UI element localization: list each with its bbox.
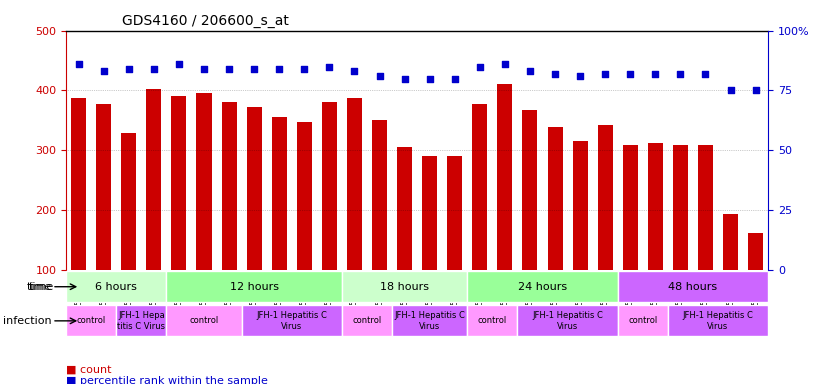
Text: JFH-1 Hepatitis C
Virus: JFH-1 Hepatitis C Virus	[682, 311, 753, 331]
Point	[498, 61, 511, 67]
Bar	[272, 118, 287, 270]
Bar	[522, 109, 538, 270]
FancyBboxPatch shape	[618, 271, 768, 302]
Point	[599, 71, 612, 77]
Bar	[397, 147, 412, 270]
Bar	[673, 146, 688, 270]
Point	[297, 66, 311, 72]
FancyBboxPatch shape	[342, 306, 392, 336]
Point	[524, 68, 537, 74]
Bar	[221, 103, 236, 270]
Point	[548, 71, 562, 77]
Point	[373, 73, 386, 79]
Text: control: control	[77, 316, 106, 325]
FancyBboxPatch shape	[166, 271, 342, 302]
Point	[273, 66, 286, 72]
Text: 6 hours: 6 hours	[95, 282, 137, 292]
Text: control: control	[189, 316, 219, 325]
Text: 48 hours: 48 hours	[668, 282, 718, 292]
FancyBboxPatch shape	[116, 306, 166, 336]
Bar	[698, 146, 713, 270]
Point	[573, 73, 586, 79]
Point	[724, 88, 737, 94]
Point	[97, 68, 111, 74]
Text: time: time	[28, 282, 54, 292]
Bar	[472, 104, 487, 270]
Text: JFH-1 Hepatitis C
Virus: JFH-1 Hepatitis C Virus	[532, 311, 603, 331]
Text: time: time	[26, 282, 52, 292]
Point	[648, 71, 662, 77]
Bar	[723, 214, 738, 270]
FancyBboxPatch shape	[66, 306, 116, 336]
FancyBboxPatch shape	[468, 306, 517, 336]
Bar	[548, 127, 563, 270]
Text: control: control	[353, 316, 382, 325]
Text: GDS4160 / 206600_s_at: GDS4160 / 206600_s_at	[122, 14, 289, 28]
Point	[624, 71, 637, 77]
Point	[72, 61, 85, 67]
Point	[449, 75, 462, 81]
Text: ■ percentile rank within the sample: ■ percentile rank within the sample	[66, 376, 268, 384]
Point	[248, 66, 261, 72]
Point	[423, 75, 436, 81]
Text: JFH-1 Hepatitis C
Virus: JFH-1 Hepatitis C Virus	[256, 311, 327, 331]
Bar	[247, 107, 262, 270]
Text: 12 hours: 12 hours	[230, 282, 278, 292]
Text: 18 hours: 18 hours	[380, 282, 429, 292]
Bar	[623, 146, 638, 270]
Bar	[96, 104, 112, 270]
FancyBboxPatch shape	[517, 306, 618, 336]
Text: infection: infection	[3, 316, 52, 326]
Bar	[297, 121, 312, 270]
FancyBboxPatch shape	[66, 271, 166, 302]
FancyBboxPatch shape	[166, 306, 242, 336]
Point	[473, 63, 487, 70]
Bar	[572, 141, 587, 270]
Bar	[172, 96, 187, 270]
Text: JFH-1 Hepa
titis C Virus: JFH-1 Hepa titis C Virus	[117, 311, 165, 331]
Bar	[71, 98, 86, 270]
Bar	[748, 233, 763, 270]
FancyBboxPatch shape	[618, 306, 668, 336]
Text: JFH-1 Hepatitis C
Virus: JFH-1 Hepatitis C Virus	[394, 311, 465, 331]
Point	[122, 66, 135, 72]
FancyBboxPatch shape	[392, 306, 468, 336]
Bar	[146, 89, 161, 270]
Text: control: control	[477, 316, 507, 325]
Point	[699, 71, 712, 77]
Point	[674, 71, 687, 77]
Bar	[322, 103, 337, 270]
Bar	[372, 120, 387, 270]
Bar	[347, 98, 362, 270]
FancyBboxPatch shape	[668, 306, 768, 336]
Point	[147, 66, 160, 72]
Bar	[648, 143, 663, 270]
FancyBboxPatch shape	[468, 271, 618, 302]
Point	[348, 68, 361, 74]
Text: ■ count: ■ count	[66, 364, 112, 374]
Bar	[422, 156, 437, 270]
Point	[749, 88, 762, 94]
FancyBboxPatch shape	[242, 306, 342, 336]
FancyBboxPatch shape	[342, 271, 468, 302]
Point	[398, 75, 411, 81]
Text: control: control	[629, 316, 657, 325]
Point	[323, 63, 336, 70]
Bar	[121, 134, 136, 270]
Bar	[497, 84, 512, 270]
Point	[222, 66, 235, 72]
Point	[173, 61, 186, 67]
Text: 24 hours: 24 hours	[518, 282, 567, 292]
Bar	[197, 93, 211, 270]
Bar	[447, 156, 463, 270]
Point	[197, 66, 211, 72]
Bar	[598, 125, 613, 270]
